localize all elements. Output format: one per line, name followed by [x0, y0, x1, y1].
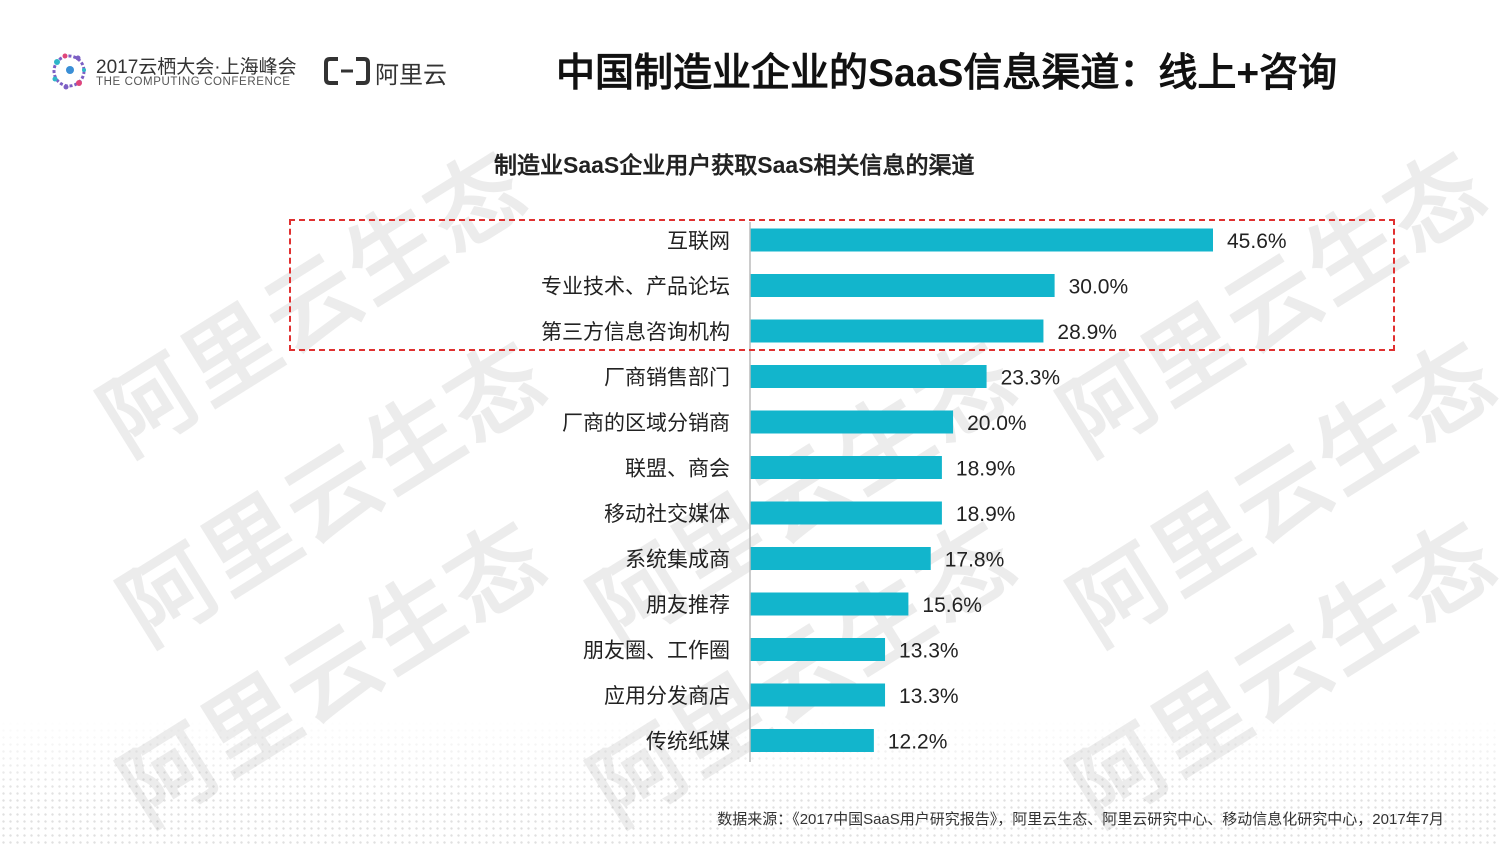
category-label: 联盟、商会	[625, 458, 730, 481]
data-label: 13.3%	[899, 685, 959, 708]
data-label: 18.9%	[956, 458, 1016, 481]
bar	[750, 365, 987, 388]
conference-logo-icon	[52, 53, 86, 90]
data-label: 12.2%	[888, 731, 948, 754]
category-label: 移动社交媒体	[604, 503, 730, 526]
data-label: 20.0%	[967, 412, 1027, 435]
bar	[750, 319, 1044, 343]
conference-title: 2017云栖大会·上海峰会	[96, 57, 297, 78]
bar	[750, 410, 954, 434]
brand-text: 阿里云	[375, 62, 447, 89]
data-label: 45.6%	[1227, 230, 1287, 253]
bar	[750, 501, 942, 525]
bar	[750, 638, 886, 661]
aliyun-logo-icon	[324, 57, 370, 85]
bar	[750, 592, 909, 616]
data-label: 30.0%	[1069, 276, 1129, 299]
data-label: 13.3%	[899, 640, 959, 663]
bar	[750, 683, 886, 707]
category-label: 第三方信息咨询机构	[541, 321, 730, 344]
bar	[750, 729, 874, 752]
data-label: 15.6%	[922, 594, 982, 617]
chart-title: 制造业SaaS企业用户获取SaaS相关信息的渠道	[494, 152, 975, 178]
data-label: 23.3%	[1001, 367, 1061, 390]
bar	[750, 547, 931, 570]
data-label: 28.9%	[1057, 321, 1117, 344]
category-label: 朋友圈、工作圈	[583, 640, 730, 663]
highlight-box	[289, 219, 1395, 351]
bar	[750, 456, 942, 479]
source-note: 数据来源：《2017中国SaaS用户研究报告》，阿里云生态、阿里云研究中心、移动…	[717, 811, 1444, 828]
page-title: 中国制造业企业的SaaS信息渠道：线上+咨询	[556, 52, 1338, 95]
category-label: 应用分发商店	[604, 685, 730, 708]
category-label: 厂商销售部门	[604, 367, 730, 390]
bar	[750, 274, 1055, 297]
data-label: 17.8%	[945, 549, 1005, 572]
conference-subtitle: THE COMPUTING CONFERENCE	[96, 76, 291, 88]
bar	[750, 228, 1213, 252]
category-label: 互联网	[667, 230, 730, 253]
data-label: 18.9%	[956, 503, 1016, 526]
category-label: 传统纸媒	[646, 731, 730, 754]
category-label: 专业技术、产品论坛	[541, 276, 730, 299]
category-label: 厂商的区域分销商	[562, 412, 730, 435]
category-label: 朋友推荐	[646, 594, 730, 617]
category-label: 系统集成商	[625, 549, 730, 572]
